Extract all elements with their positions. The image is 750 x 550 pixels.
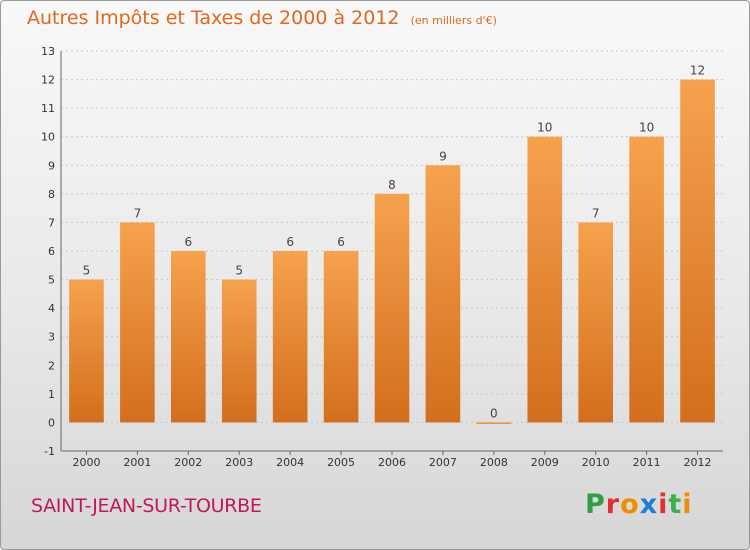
logo-letter: x (639, 489, 659, 520)
bar (69, 279, 104, 423)
chart-title: Autres Impôts et Taxes de 2000 à 2012 (27, 7, 400, 29)
bars-layer (69, 79, 715, 424)
y-tick-label: 6 (48, 245, 55, 258)
bar-value-label: 7 (592, 206, 600, 220)
bar-value-label: 6 (286, 235, 294, 249)
y-tick-label: 7 (48, 216, 55, 229)
x-tick-label: 2000 (72, 456, 100, 469)
x-tick-label: 2010 (582, 456, 610, 469)
y-tick-label: 13 (41, 45, 55, 58)
bar (374, 193, 410, 423)
x-tick-label: 2002 (174, 456, 202, 469)
bar-value-label: 6 (184, 235, 192, 249)
logo-letter: t (668, 489, 683, 520)
x-tick-label: 2012 (684, 456, 712, 469)
y-tick-label: 9 (48, 159, 55, 172)
bar (476, 422, 512, 424)
logo-letter: i (658, 489, 669, 520)
bar-value-label: 0 (490, 406, 498, 420)
bar (629, 136, 664, 423)
bar (323, 251, 359, 423)
bar-value-label: 9 (439, 149, 447, 163)
y-tick-label: 2 (48, 359, 55, 372)
logo-letter: r (605, 489, 621, 520)
y-tick-label: 4 (48, 302, 55, 315)
bar (578, 222, 614, 423)
x-tick-label: 2005 (327, 456, 355, 469)
y-tick-label: 3 (48, 331, 55, 344)
y-tick-label: 8 (48, 188, 55, 201)
x-tick-label: 2011 (633, 456, 661, 469)
title-row: Autres Impôts et Taxes de 2000 à 2012 (e… (27, 7, 497, 29)
labels-layer: -101234567891011121352000720016200252003… (41, 45, 712, 469)
bar (680, 79, 715, 423)
logo-letter: o (620, 489, 640, 520)
proxiti-logo: Proxiti (585, 489, 693, 520)
bar-value-label: 5 (235, 264, 243, 278)
chart-subtitle: (en milliers d'€) (410, 14, 497, 27)
axis-layer (60, 51, 723, 455)
bar-value-label: 6 (337, 235, 345, 249)
bar (170, 251, 206, 423)
x-tick-label: 2006 (378, 456, 406, 469)
x-tick-label: 2001 (123, 456, 151, 469)
bar (120, 222, 155, 423)
x-tick-label: 2009 (531, 456, 559, 469)
bar-value-label: 8 (388, 178, 396, 192)
y-tick-label: 11 (41, 102, 55, 115)
bar (425, 165, 461, 423)
commune-name: SAINT-JEAN-SUR-TOURBE (31, 495, 262, 517)
bar (527, 136, 563, 423)
x-tick-label: 2008 (480, 456, 508, 469)
bar-value-label: 7 (134, 206, 142, 220)
bar-value-label: 10 (537, 121, 552, 135)
y-tick-label: 5 (48, 274, 55, 287)
y-tick-label: 10 (41, 131, 55, 144)
bar-value-label: 5 (83, 264, 91, 278)
y-tick-label: 12 (41, 74, 55, 87)
y-tick-label: -1 (44, 445, 55, 458)
x-tick-label: 2003 (225, 456, 253, 469)
bar-value-label: 12 (690, 64, 705, 78)
bar (272, 251, 308, 423)
x-tick-label: 2004 (276, 456, 304, 469)
y-tick-label: 1 (48, 388, 55, 401)
bar-value-label: 10 (639, 121, 654, 135)
bar (221, 279, 257, 423)
logo-letter: P (585, 489, 606, 520)
y-tick-label: 0 (48, 416, 55, 429)
logo-letter: i (682, 489, 693, 520)
x-tick-label: 2007 (429, 456, 457, 469)
